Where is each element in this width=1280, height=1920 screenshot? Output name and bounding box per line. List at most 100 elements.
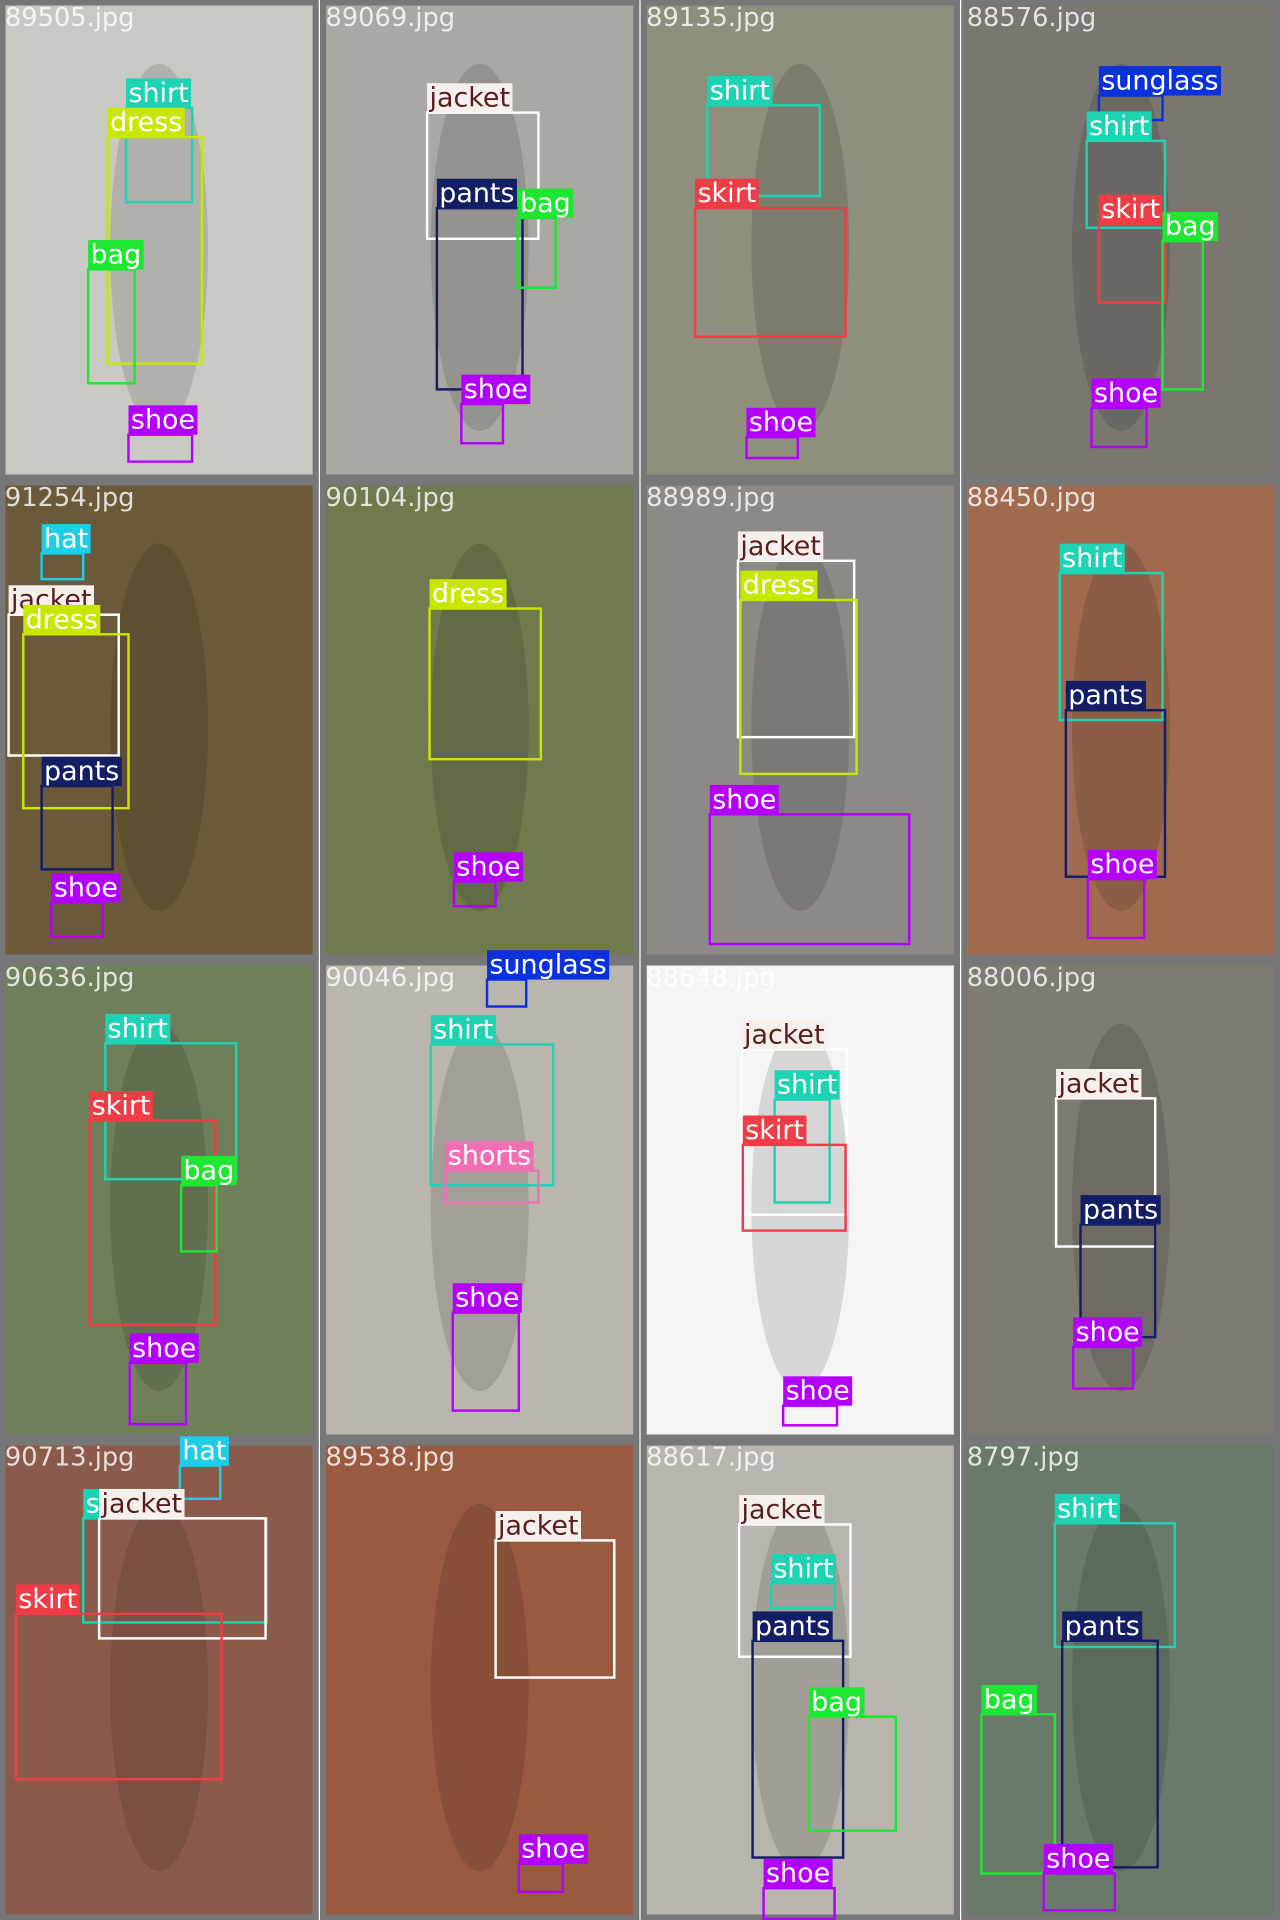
filename: 88989.jpg bbox=[646, 483, 776, 513]
label-background bbox=[23, 604, 101, 635]
bounding-box bbox=[693, 206, 847, 338]
filename: 88648.jpg bbox=[646, 963, 776, 993]
label-background bbox=[981, 1684, 1037, 1715]
detection-label: shorts bbox=[448, 1141, 531, 1172]
detection-label: bag bbox=[984, 1684, 1035, 1715]
detection-label: shoe bbox=[786, 1376, 850, 1407]
detection-label: shoe bbox=[1094, 378, 1158, 409]
label-background bbox=[1162, 211, 1219, 242]
tile: 89135.jpg bbox=[640, 0, 960, 481]
label-background bbox=[487, 950, 610, 980]
detection-label: shoe bbox=[132, 1333, 196, 1364]
detection-label: hat bbox=[182, 1436, 226, 1467]
tile: 90713.jpg bbox=[0, 1439, 319, 1920]
label-background bbox=[1062, 1611, 1143, 1641]
detection-label: pants bbox=[1065, 1611, 1140, 1642]
person-silhouette bbox=[1071, 543, 1170, 912]
filename: 88617.jpg bbox=[646, 1443, 776, 1473]
filename: 89538.jpg bbox=[326, 1443, 456, 1473]
detection-label: shoe bbox=[1076, 1317, 1140, 1348]
person-silhouette bbox=[430, 543, 529, 912]
label-background bbox=[105, 1013, 171, 1044]
label-background bbox=[1098, 194, 1163, 225]
detection-label: dress bbox=[110, 107, 182, 138]
detection-label: dress bbox=[26, 604, 98, 635]
person-silhouette bbox=[110, 1503, 209, 1872]
detection-label: pants bbox=[1083, 1195, 1158, 1226]
person-silhouette bbox=[751, 1503, 850, 1872]
filename: 91254.jpg bbox=[5, 483, 135, 513]
label-background bbox=[107, 107, 185, 138]
detection-label: jacket bbox=[743, 1019, 825, 1050]
detection-label: jacket bbox=[101, 1488, 183, 1519]
detection-label: dress bbox=[743, 570, 815, 601]
detection-label: shirt bbox=[1062, 543, 1122, 574]
detection-label: shoe bbox=[1046, 1843, 1110, 1874]
tile-image bbox=[961, 1439, 1280, 1920]
tile: 89538.jpg bbox=[320, 1439, 640, 1920]
tile: 8797.jpg bbox=[961, 1439, 1280, 1920]
detection-label: jacket bbox=[741, 1495, 823, 1526]
label-background bbox=[737, 531, 824, 561]
label-background bbox=[1080, 1195, 1161, 1225]
label-background bbox=[518, 1834, 588, 1864]
detection-label: shirt bbox=[128, 78, 188, 109]
label-background bbox=[1065, 680, 1146, 711]
label-background bbox=[695, 178, 759, 209]
label-background bbox=[1091, 378, 1161, 408]
detection-label: shirt bbox=[773, 1553, 833, 1584]
label-background bbox=[763, 1858, 833, 1889]
person-silhouette bbox=[1071, 63, 1170, 432]
detection-label: shoe bbox=[766, 1858, 830, 1889]
label-background bbox=[770, 1553, 837, 1584]
filename: 89135.jpg bbox=[646, 3, 776, 33]
bounding-box bbox=[14, 1612, 223, 1781]
label-background bbox=[1087, 849, 1157, 880]
detection-label: bag bbox=[520, 188, 571, 219]
label-background bbox=[495, 1511, 582, 1541]
label-background bbox=[430, 1015, 496, 1045]
bounding-box bbox=[708, 813, 911, 946]
detection-label: shirt bbox=[710, 75, 770, 106]
filename: 89505.jpg bbox=[5, 3, 135, 33]
label-background bbox=[808, 1687, 865, 1717]
label-background bbox=[517, 188, 574, 218]
detection-label: sunglass bbox=[489, 950, 606, 981]
detection-label: skirt bbox=[1101, 194, 1160, 225]
detection-label: shirt bbox=[777, 1070, 837, 1101]
label-background bbox=[179, 1436, 229, 1466]
tile: 88989.jpg bbox=[640, 479, 960, 961]
label-background bbox=[15, 1584, 80, 1614]
filename: 90713.jpg bbox=[5, 1443, 135, 1473]
label-background bbox=[774, 1070, 840, 1100]
label-background bbox=[89, 1091, 153, 1121]
label-background bbox=[51, 873, 121, 903]
detection-label: hat bbox=[44, 523, 88, 554]
label-background bbox=[1098, 66, 1222, 96]
label-background bbox=[1056, 1068, 1142, 1099]
label-background bbox=[99, 1488, 185, 1519]
detection-label: bag bbox=[91, 239, 142, 270]
detection-label: pants bbox=[755, 1611, 830, 1642]
person-silhouette bbox=[430, 1023, 529, 1392]
detection-label: pants bbox=[439, 178, 514, 209]
detection-label: shoe bbox=[712, 784, 776, 815]
label-background bbox=[707, 75, 773, 106]
detection-label: pants bbox=[1068, 680, 1143, 711]
label-background bbox=[1054, 1493, 1120, 1524]
label-background bbox=[742, 1115, 807, 1145]
bounding-box bbox=[444, 1169, 540, 1204]
tile: 89069.jpg bbox=[320, 0, 640, 481]
detection-label: shirt bbox=[433, 1015, 493, 1046]
detection-label: skirt bbox=[18, 1584, 77, 1615]
person-silhouette bbox=[751, 63, 850, 432]
person-silhouette bbox=[110, 543, 209, 912]
label-background bbox=[453, 852, 523, 882]
detection-label: shoe bbox=[54, 872, 118, 903]
filename: 88576.jpg bbox=[967, 3, 1097, 33]
filename: 90104.jpg bbox=[326, 483, 456, 513]
label-background bbox=[452, 1283, 522, 1313]
label-background bbox=[445, 1141, 534, 1171]
